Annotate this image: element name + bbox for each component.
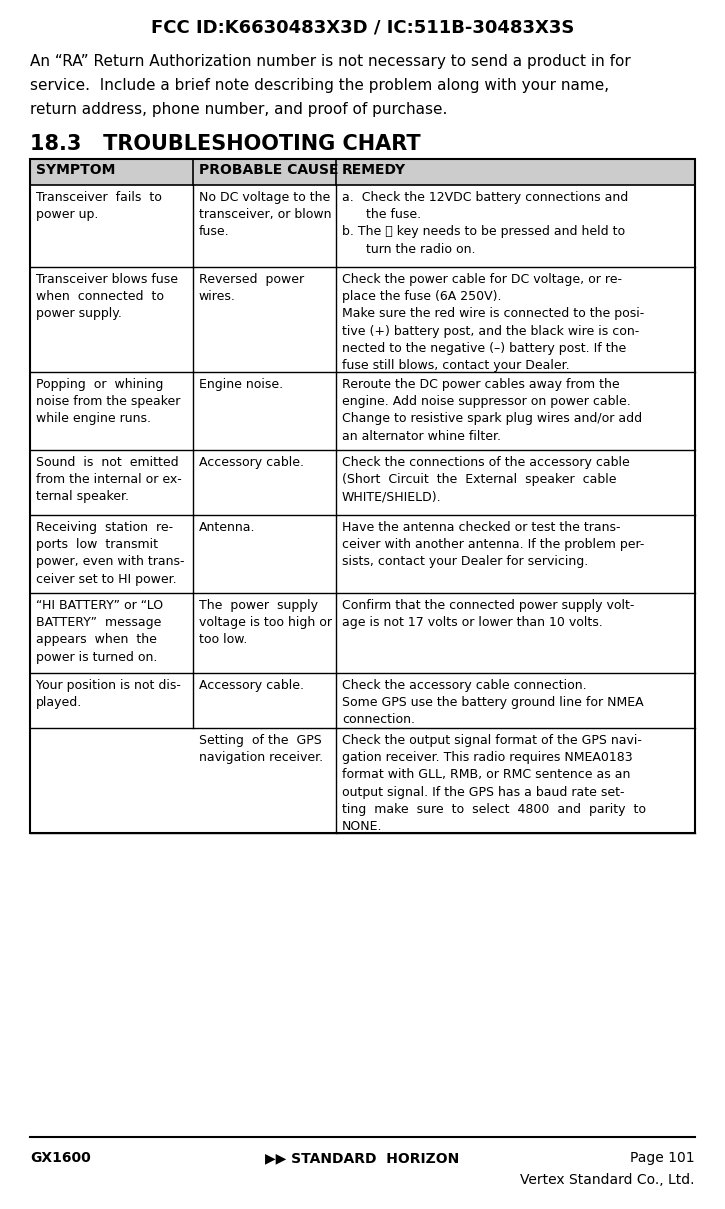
Text: 18.3   TROUBLESHOOTING CHART: 18.3 TROUBLESHOOTING CHART [30, 134, 420, 154]
Text: a.  Check the 12VDC battery connections and
      the fuse.
b. The ⓢ key needs t: a. Check the 12VDC battery connections a… [342, 191, 628, 255]
Text: Check the connections of the accessory cable
(Short  Circuit  the  External  spe: Check the connections of the accessory c… [342, 456, 629, 503]
Text: Check the output signal format of the GPS navi-
gation receiver. This radio requ: Check the output signal format of the GP… [342, 734, 646, 833]
Text: Sound  is  not  emitted
from the internal or ex-
ternal speaker.: Sound is not emitted from the internal o… [36, 456, 182, 503]
Text: Accessory cable.: Accessory cable. [199, 679, 304, 692]
Text: Transceiver  fails  to
power up.: Transceiver fails to power up. [36, 191, 162, 221]
Text: Antenna.: Antenna. [199, 521, 255, 534]
Text: Vertex Standard Co., Ltd.: Vertex Standard Co., Ltd. [521, 1173, 695, 1187]
Text: Engine noise.: Engine noise. [199, 378, 283, 391]
Text: Confirm that the connected power supply volt-
age is not 17 volts or lower than : Confirm that the connected power supply … [342, 598, 634, 629]
Text: REMEDY: REMEDY [342, 163, 406, 177]
Text: PROBABLE CAUSE: PROBABLE CAUSE [199, 163, 339, 177]
Bar [30, 160, 695, 833]
Text: Check the accessory cable connection.
Some GPS use the battery ground line for N: Check the accessory cable connection. So… [342, 679, 644, 727]
Text: Your position is not dis-
played.: Your position is not dis- played. [36, 679, 181, 710]
Text: Accessory cable.: Accessory cable. [199, 456, 304, 469]
Text: GX1600: GX1600 [30, 1151, 91, 1165]
Text: service.  Include a brief note describing the problem along with your name,: service. Include a brief note describing… [30, 79, 609, 93]
Text: Reversed  power
wires.: Reversed power wires. [199, 273, 304, 303]
Bar [30, 160, 695, 185]
Text: FCC ID:K6630483X3D / IC:511B-30483X3S: FCC ID:K6630483X3D / IC:511B-30483X3S [151, 18, 574, 36]
Text: Have the antenna checked or test the trans-
ceiver with another antenna. If the : Have the antenna checked or test the tra… [342, 521, 645, 568]
Text: Page 101: Page 101 [630, 1151, 695, 1165]
Text: Transceiver blows fuse
when  connected  to
power supply.: Transceiver blows fuse when connected to… [36, 273, 178, 320]
Text: Popping  or  whining
noise from the speaker
while engine runs.: Popping or whining noise from the speake… [36, 378, 181, 426]
Text: return address, phone number, and proof of purchase.: return address, phone number, and proof … [30, 102, 447, 117]
Text: “HI BATTERY” or “LO
BATTERY”  message
appears  when  the
power is turned on.: “HI BATTERY” or “LO BATTERY” message app… [36, 598, 163, 664]
Text: SYMPTOM: SYMPTOM [36, 163, 115, 177]
Text: Receiving  station  re-
ports  low  transmit
power, even with trans-
ceiver set : Receiving station re- ports low transmit… [36, 521, 184, 585]
Text: The  power  supply
voltage is too high or
too low.: The power supply voltage is too high or … [199, 598, 332, 647]
Text: An “RA” Return Authorization number is not necessary to send a product in for: An “RA” Return Authorization number is n… [30, 54, 631, 69]
Text: Check the power cable for DC voltage, or re-
place the fuse (6A 250V).
Make sure: Check the power cable for DC voltage, or… [342, 273, 644, 372]
Text: Setting  of the  GPS
navigation receiver.: Setting of the GPS navigation receiver. [199, 734, 323, 764]
Text: ▶▶ STANDARD  HORIZON: ▶▶ STANDARD HORIZON [265, 1151, 460, 1165]
Text: No DC voltage to the
transceiver, or blown
fuse.: No DC voltage to the transceiver, or blo… [199, 191, 331, 238]
Text: Reroute the DC power cables away from the
engine. Add noise suppressor on power : Reroute the DC power cables away from th… [342, 378, 642, 442]
